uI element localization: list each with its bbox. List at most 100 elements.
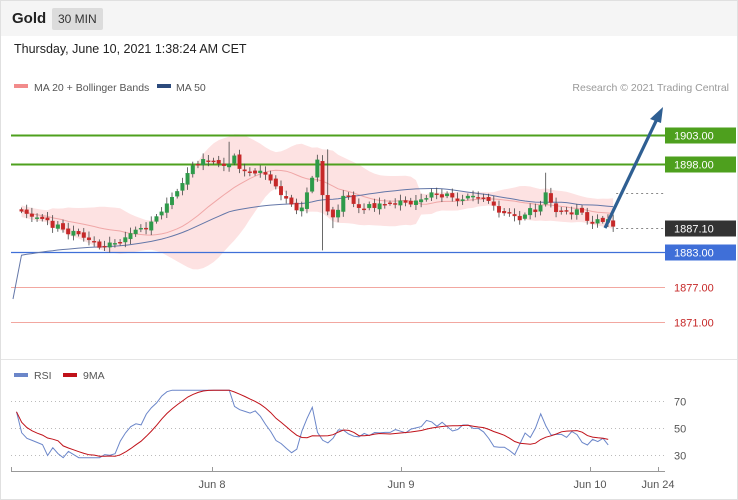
- candle-body: [216, 159, 221, 164]
- candle-body: [221, 163, 226, 166]
- candle-body: [237, 154, 242, 169]
- rsi-tick-label: 50: [674, 424, 686, 436]
- candle-body: [19, 209, 24, 212]
- candle-body: [320, 161, 325, 196]
- candle-body: [149, 221, 154, 231]
- candle-body: [299, 207, 304, 212]
- candle-body: [507, 212, 512, 214]
- candle-body: [180, 183, 185, 191]
- credit-text: Research © 2021 Trading Central: [572, 82, 729, 94]
- candle-body: [522, 214, 527, 219]
- x-tick-label: Jun 8: [199, 479, 226, 491]
- candle-body: [491, 201, 496, 206]
- level-label-box: [665, 244, 736, 261]
- candle-body: [50, 220, 55, 228]
- candle-body: [242, 169, 247, 172]
- rsi-legend-swatch: [14, 373, 28, 377]
- candle-body: [336, 209, 341, 218]
- level-label-text: 1887.10: [674, 224, 714, 236]
- candle-body: [600, 217, 605, 222]
- rsi-panel: 70 50 30: [11, 389, 686, 463]
- candle-body: [413, 200, 418, 206]
- candle-body: [159, 211, 164, 216]
- candle-body: [548, 193, 553, 203]
- candle-body: [29, 213, 34, 217]
- candle-body: [71, 230, 76, 236]
- level-label-text: 1898.00: [674, 160, 714, 172]
- candle-body: [445, 193, 450, 197]
- candle-body: [289, 197, 294, 205]
- candle-body: [35, 217, 40, 219]
- candle-body: [387, 202, 392, 205]
- rsi-tick-label: 70: [674, 397, 686, 409]
- candle-body: [434, 193, 439, 195]
- candle-body: [92, 241, 97, 243]
- candle-body: [502, 210, 507, 214]
- candle-body: [66, 228, 71, 235]
- candle-body: [424, 198, 429, 200]
- candle-body: [460, 199, 465, 201]
- candle-body: [273, 178, 278, 187]
- level-label-text: 1871.00: [674, 318, 714, 330]
- bollinger-band-fill: [21, 134, 614, 270]
- candle-body: [315, 159, 320, 178]
- candle-body: [284, 196, 289, 199]
- candle-body: [190, 165, 195, 175]
- candle-body: [211, 160, 216, 163]
- candle-body: [362, 208, 367, 211]
- candle-body: [403, 200, 408, 203]
- timeframe-badge[interactable]: 30 MIN: [52, 8, 103, 30]
- level-label-box: [665, 156, 736, 173]
- rsi-ma-legend-swatch: [63, 373, 77, 377]
- candle-body: [154, 216, 159, 222]
- candle-body: [133, 229, 138, 235]
- candle-body: [118, 242, 123, 244]
- candle-body: [372, 203, 377, 208]
- candle-body: [253, 170, 258, 174]
- candle-body: [279, 186, 284, 196]
- candle-body: [81, 232, 86, 238]
- candle-body: [55, 224, 60, 229]
- candle-body: [144, 227, 149, 230]
- candle-body: [528, 208, 533, 216]
- ma50-legend-swatch: [157, 84, 171, 88]
- candle-body: [325, 195, 330, 212]
- candle-body: [97, 241, 102, 248]
- rsi-tick-label: 30: [674, 451, 686, 463]
- candle-body: [185, 173, 190, 185]
- candle-body: [580, 207, 585, 213]
- timestamp: Thursday, June 10, 2021 1:38:24 AM CET: [14, 42, 247, 56]
- candle-body: [102, 245, 107, 248]
- bollinger-band: [21, 134, 614, 270]
- candle-body: [24, 209, 29, 214]
- symbol-title: Gold: [12, 10, 47, 27]
- candle-body: [512, 214, 517, 217]
- candle-body: [486, 197, 491, 201]
- candle-body: [258, 170, 263, 174]
- price-chart: MA 20 + Bollinger Bands MA 50 Research ©…: [1, 82, 737, 491]
- candle-body: [356, 204, 361, 208]
- candle-body: [450, 193, 455, 198]
- candle-body: [398, 200, 403, 206]
- x-tick-label: Jun 9: [388, 479, 415, 491]
- candle-body: [538, 205, 543, 212]
- candle-body: [346, 195, 351, 197]
- ma50-legend-label: MA 50: [176, 82, 206, 94]
- x-tick-label: Jun 10: [573, 479, 606, 491]
- rsi-legend-label: RSI: [34, 370, 52, 382]
- candle-body: [195, 164, 200, 166]
- x-axis: Jun 8 Jun 9 Jun 10 Jun 24: [11, 467, 675, 491]
- candle-body: [40, 216, 45, 220]
- candle-body: [585, 212, 590, 221]
- candle-body: [533, 209, 538, 213]
- candle-body: [476, 197, 481, 199]
- x-tick-label: Jun 24: [641, 479, 674, 491]
- candle-body: [112, 243, 117, 245]
- candles: [19, 141, 616, 253]
- bb-legend-swatch: [14, 84, 28, 88]
- candle-body: [330, 209, 335, 218]
- candle-body: [569, 212, 574, 215]
- candle-body: [574, 209, 579, 215]
- candle-body: [367, 204, 372, 209]
- candle-body: [595, 219, 600, 224]
